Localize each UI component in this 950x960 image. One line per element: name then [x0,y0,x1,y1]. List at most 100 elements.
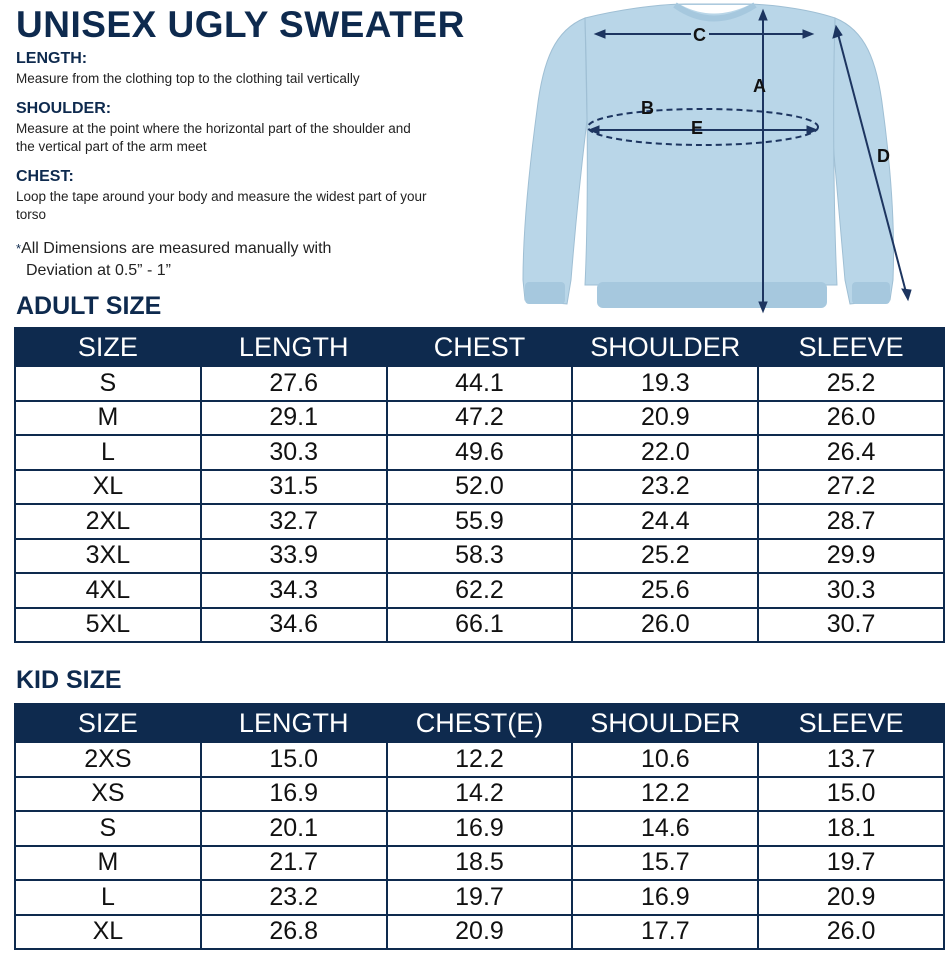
table-cell: 34.3 [199,572,388,609]
table-cell: 20.9 [571,399,760,436]
column-header: LENGTH [199,703,388,743]
column-header: CHEST(E) [385,703,574,743]
table-cell: 20.9 [757,879,945,916]
table-cell: 34.6 [199,606,388,643]
table-cell: 25.2 [757,365,945,402]
table-cell: 52.0 [385,468,574,505]
table-row: L 23.2 19.7 16.9 20.9 [14,879,945,916]
table-cell: 15.7 [571,844,760,881]
table-cell: 23.2 [199,879,388,916]
table-cell: 33.9 [199,537,388,574]
table-cell: 21.7 [199,844,388,881]
column-header: SIZE [14,703,202,743]
table-cell: 15.0 [199,741,388,778]
note-line-1: All Dimensions are measured manually wit… [21,240,332,257]
length-info: LENGTH: Measure from the clothing top to… [16,50,486,88]
table-cell: 22.0 [571,434,760,471]
right-sleeve [830,17,894,305]
table-cell: XL [14,913,202,950]
table-row: 5XL 34.6 66.1 26.0 30.7 [14,606,945,643]
table-cell: 55.9 [385,503,574,540]
kid-header-row: SIZE LENGTH CHEST(E) SHOULDER SLEEVE [14,703,945,743]
table-cell: 26.8 [199,913,388,950]
kid-size-table: SIZE LENGTH CHEST(E) SHOULDER SLEEVE 2XS… [14,703,945,950]
length-text: Measure from the clothing top to the clo… [16,71,360,86]
column-header: CHEST [385,327,574,367]
table-row: S 27.6 44.1 19.3 25.2 [14,365,945,402]
table-cell: 66.1 [385,606,574,643]
table-row: 4XL 34.3 62.2 25.6 30.3 [14,572,945,609]
table-cell: 29.9 [757,537,945,574]
column-header: SHOULDER [571,327,760,367]
table-cell: 3XL [14,537,202,574]
table-cell: 27.2 [757,468,945,505]
kid-size-heading: KID SIZE [16,666,122,694]
table-cell: 49.6 [385,434,574,471]
chest-heading: CHEST: [16,168,74,185]
table-cell: 44.1 [385,365,574,402]
table-cell: 26.0 [757,399,945,436]
adult-header-row: SIZE LENGTH CHEST SHOULDER SLEEVE [14,327,945,367]
table-cell: 29.1 [199,399,388,436]
table-cell: 25.6 [571,572,760,609]
table-row: M 29.1 47.2 20.9 26.0 [14,399,945,436]
shoulder-heading: SHOULDER: [16,100,112,117]
table-cell: 13.7 [757,741,945,778]
table-cell: S [14,365,202,402]
table-cell: 30.3 [757,572,945,609]
table-cell: 19.7 [757,844,945,881]
table-row: S 20.1 16.9 14.6 18.1 [14,810,945,847]
table-cell: 2XS [14,741,202,778]
table-cell: 47.2 [385,399,574,436]
table-cell: 24.4 [571,503,760,540]
chest-text: Loop the tape around your body and measu… [16,189,427,222]
table-row: XL 26.8 20.9 17.7 26.0 [14,913,945,950]
table-cell: 62.2 [385,572,574,609]
table-cell: 15.0 [757,775,945,812]
table-row: XL 31.5 52.0 23.2 27.2 [14,468,945,505]
table-cell: 4XL [14,572,202,609]
table-row: XS 16.9 14.2 12.2 15.0 [14,775,945,812]
table-cell: 17.7 [571,913,760,950]
column-header: SHOULDER [571,703,760,743]
collar [673,2,757,22]
table-cell: 58.3 [385,537,574,574]
table-cell: L [14,434,202,471]
table-cell: 19.7 [385,879,574,916]
label-a: A [753,76,766,96]
deviation-note: *All Dimensions are measured manually wi… [16,238,331,282]
label-b: B [641,98,654,118]
table-cell: M [14,844,202,881]
label-d: D [877,146,890,166]
table-cell: 14.6 [571,810,760,847]
table-cell: M [14,399,202,436]
column-header: LENGTH [199,327,388,367]
table-cell: L [14,879,202,916]
table-cell: 16.9 [385,810,574,847]
star-icon: * [16,241,22,256]
left-cuff [525,282,565,304]
table-cell: S [14,810,202,847]
note-line-2: Deviation at 0.5” - 1” [26,262,171,279]
label-c: C [693,25,706,45]
adult-size-table: SIZE LENGTH CHEST SHOULDER SLEEVE S 27.6 4… [14,327,945,643]
table-cell: 16.9 [199,775,388,812]
table-cell: 28.7 [757,503,945,540]
table-cell: 26.4 [757,434,945,471]
shoulder-info: SHOULDER: Measure at the point where the… [16,100,426,156]
table-row: M 21.7 18.5 15.7 19.7 [14,844,945,881]
table-cell: 25.2 [571,537,760,574]
table-cell: 26.0 [757,913,945,950]
table-row: 3XL 33.9 58.3 25.2 29.9 [14,537,945,574]
table-cell: 19.3 [571,365,760,402]
sweater-illustration [522,2,894,308]
table-cell: 20.9 [385,913,574,950]
table-cell: 31.5 [199,468,388,505]
adult-size-heading: ADULT SIZE [16,292,162,320]
length-heading: LENGTH: [16,50,88,67]
table-cell: 14.2 [385,775,574,812]
right-cuff [852,282,890,304]
table-row: 2XL 32.7 55.9 24.4 28.7 [14,503,945,540]
table-cell: XL [14,468,202,505]
table-cell: 12.2 [571,775,760,812]
